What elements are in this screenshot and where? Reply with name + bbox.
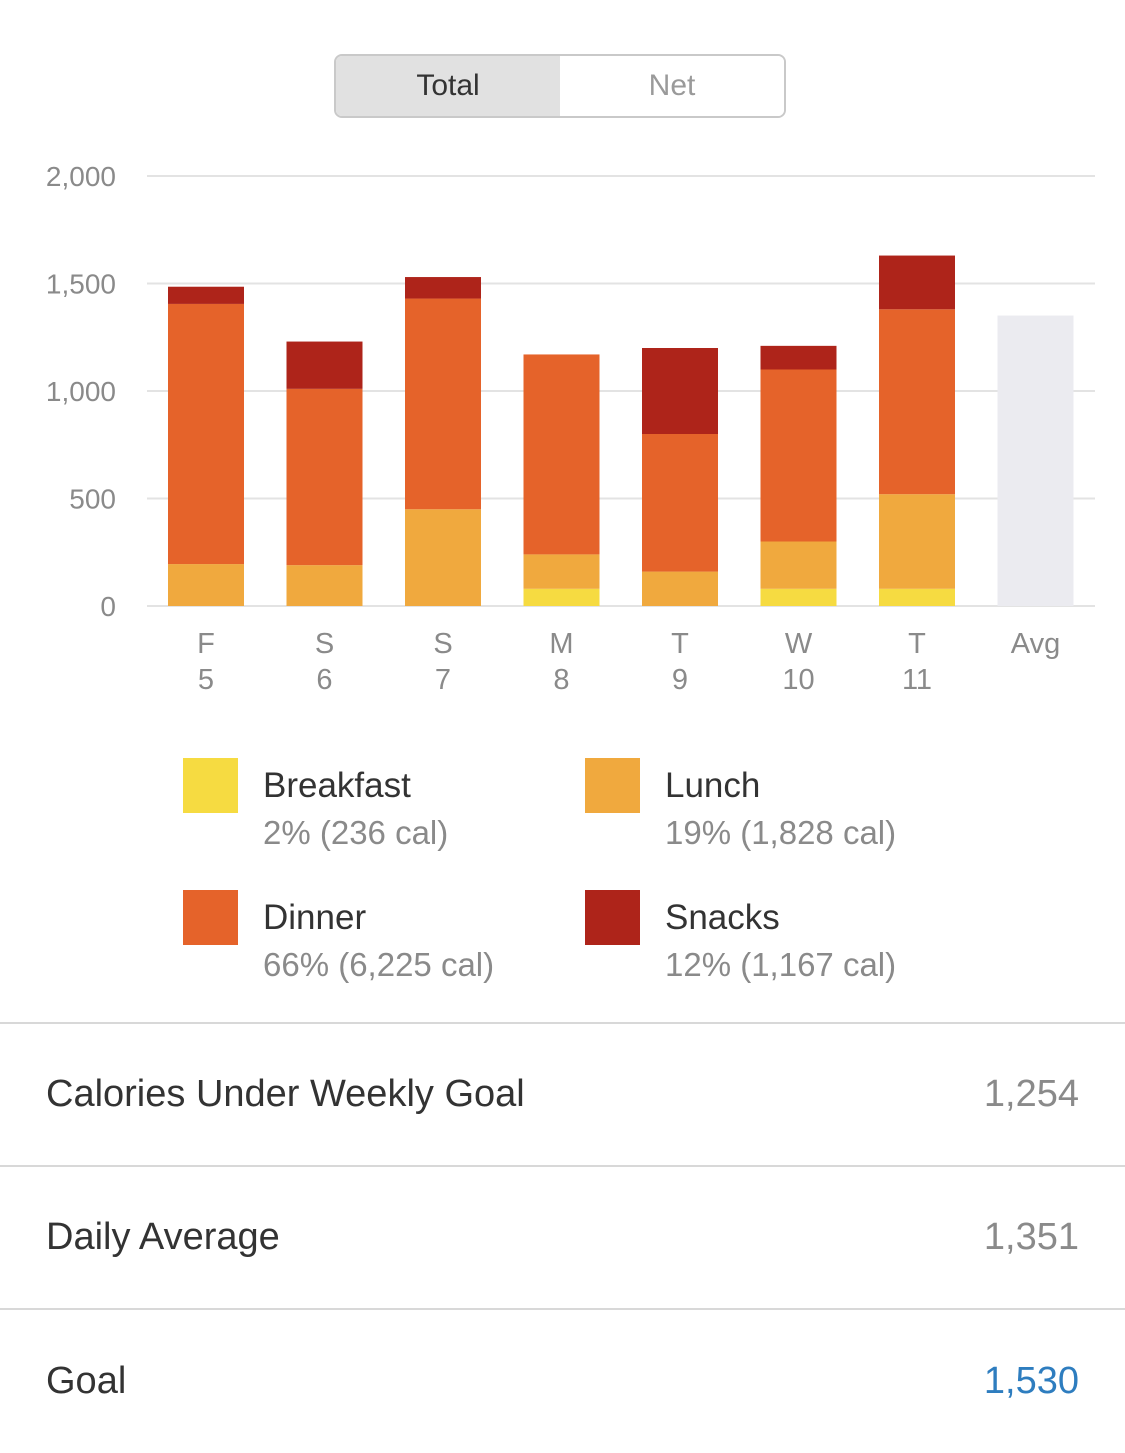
- y-tick-label: 500: [69, 484, 116, 515]
- x-date-label: 10: [782, 664, 814, 696]
- summary-row-daily-average[interactable]: Daily Average 1,351: [0, 1167, 1125, 1310]
- summary-row-goal[interactable]: Goal 1,530: [0, 1310, 1125, 1453]
- tab-net[interactable]: Net: [560, 56, 784, 116]
- legend-label: Dinner: [263, 898, 367, 937]
- legend-detail: 2% (236 cal): [263, 814, 449, 851]
- bar-segment-snacks: [405, 277, 481, 299]
- legend-swatch-dinner: [183, 890, 238, 945]
- legend-swatch-breakfast: [183, 758, 238, 813]
- legend-detail: 66% (6,225 cal): [263, 946, 495, 983]
- bar-average: [997, 315, 1074, 606]
- summary-value: 1,254: [983, 1073, 1079, 1115]
- y-tick-label: 0: [100, 591, 116, 622]
- x-day-label: F: [197, 628, 215, 660]
- legend-label: Lunch: [665, 766, 761, 805]
- bar-segment-lunch: [168, 564, 244, 606]
- bar-segment-snacks: [642, 348, 718, 434]
- legend-item-lunch: Lunch 19% (1,828 cal): [585, 758, 985, 868]
- tab-total[interactable]: Total: [336, 56, 560, 116]
- bar-segment-dinner: [168, 303, 244, 565]
- bar-segment-dinner: [642, 434, 718, 572]
- bar-segment-dinner: [879, 309, 955, 495]
- legend-detail: 19% (1,828 cal): [665, 814, 897, 851]
- total-net-toggle[interactable]: Total Net: [334, 54, 786, 118]
- calories-stacked-bar-chart: 2,000 1,500 1,000 500 0 F 5 S 6 S 7 M 8 T 9 W 10 T 11 Avg: [46, 161, 1095, 696]
- bar-segment-lunch: [523, 554, 600, 589]
- x-day-label: T: [908, 628, 926, 660]
- y-tick-label: 1,500: [46, 269, 116, 300]
- summary-label: Daily Average: [46, 1216, 280, 1258]
- legend-detail: 12% (1,167 cal): [665, 946, 897, 983]
- legend-item-snacks: Snacks 12% (1,167 cal): [585, 890, 985, 1000]
- x-date-label: 11: [902, 664, 932, 696]
- summary-label: Calories Under Weekly Goal: [46, 1073, 525, 1115]
- chart-legend: Breakfast 2% (236 cal) Lunch 19% (1,828 …: [183, 758, 1003, 998]
- bar-segment-snacks: [286, 341, 363, 389]
- bar-segment-snacks: [760, 345, 837, 370]
- x-date-label: 8: [553, 664, 569, 696]
- bar-segment-lunch: [760, 541, 837, 589]
- bar-segment-snacks: [168, 286, 244, 304]
- legend-label: Breakfast: [263, 766, 411, 805]
- bar-segment-dinner: [286, 388, 363, 566]
- x-day-label: M: [549, 628, 573, 660]
- x-date-label: 7: [435, 664, 451, 696]
- x-day-label: S: [315, 628, 334, 660]
- summary-row-weekly-goal[interactable]: Calories Under Weekly Goal 1,254: [0, 1024, 1125, 1167]
- bar-segment-lunch: [879, 494, 955, 589]
- legend-item-dinner: Dinner 66% (6,225 cal): [183, 890, 583, 1000]
- bar-segment-dinner: [405, 298, 481, 510]
- bar-segment-lunch: [405, 509, 481, 606]
- bar-segment-breakfast: [879, 588, 955, 606]
- legend-item-breakfast: Breakfast 2% (236 cal): [183, 758, 583, 868]
- bar-segment-snacks: [879, 255, 955, 310]
- x-date-label: 9: [672, 664, 688, 696]
- bar-segment-dinner: [760, 369, 837, 542]
- y-tick-label: 1,000: [46, 376, 116, 407]
- summary-value-goal[interactable]: 1,530: [983, 1360, 1079, 1402]
- summary-list: Calories Under Weekly Goal 1,254 Daily A…: [0, 1022, 1125, 1453]
- bar-segment-lunch: [642, 571, 718, 606]
- x-day-label: W: [785, 628, 813, 660]
- x-date-label: 5: [198, 664, 214, 696]
- summary-label: Goal: [46, 1360, 127, 1402]
- x-day-label: T: [671, 628, 689, 660]
- x-day-label: Avg: [1011, 628, 1060, 660]
- legend-swatch-lunch: [585, 758, 640, 813]
- bar-segment-breakfast: [760, 588, 837, 606]
- x-date-label: 6: [316, 664, 332, 696]
- bar-segment-lunch: [286, 565, 363, 606]
- summary-value: 1,351: [983, 1216, 1079, 1258]
- x-day-label: S: [433, 628, 452, 660]
- legend-swatch-snacks: [585, 890, 640, 945]
- legend-label: Snacks: [665, 898, 780, 937]
- bar-segment-dinner: [523, 354, 600, 555]
- bar-segment-breakfast: [523, 588, 600, 606]
- y-tick-label: 2,000: [46, 161, 116, 192]
